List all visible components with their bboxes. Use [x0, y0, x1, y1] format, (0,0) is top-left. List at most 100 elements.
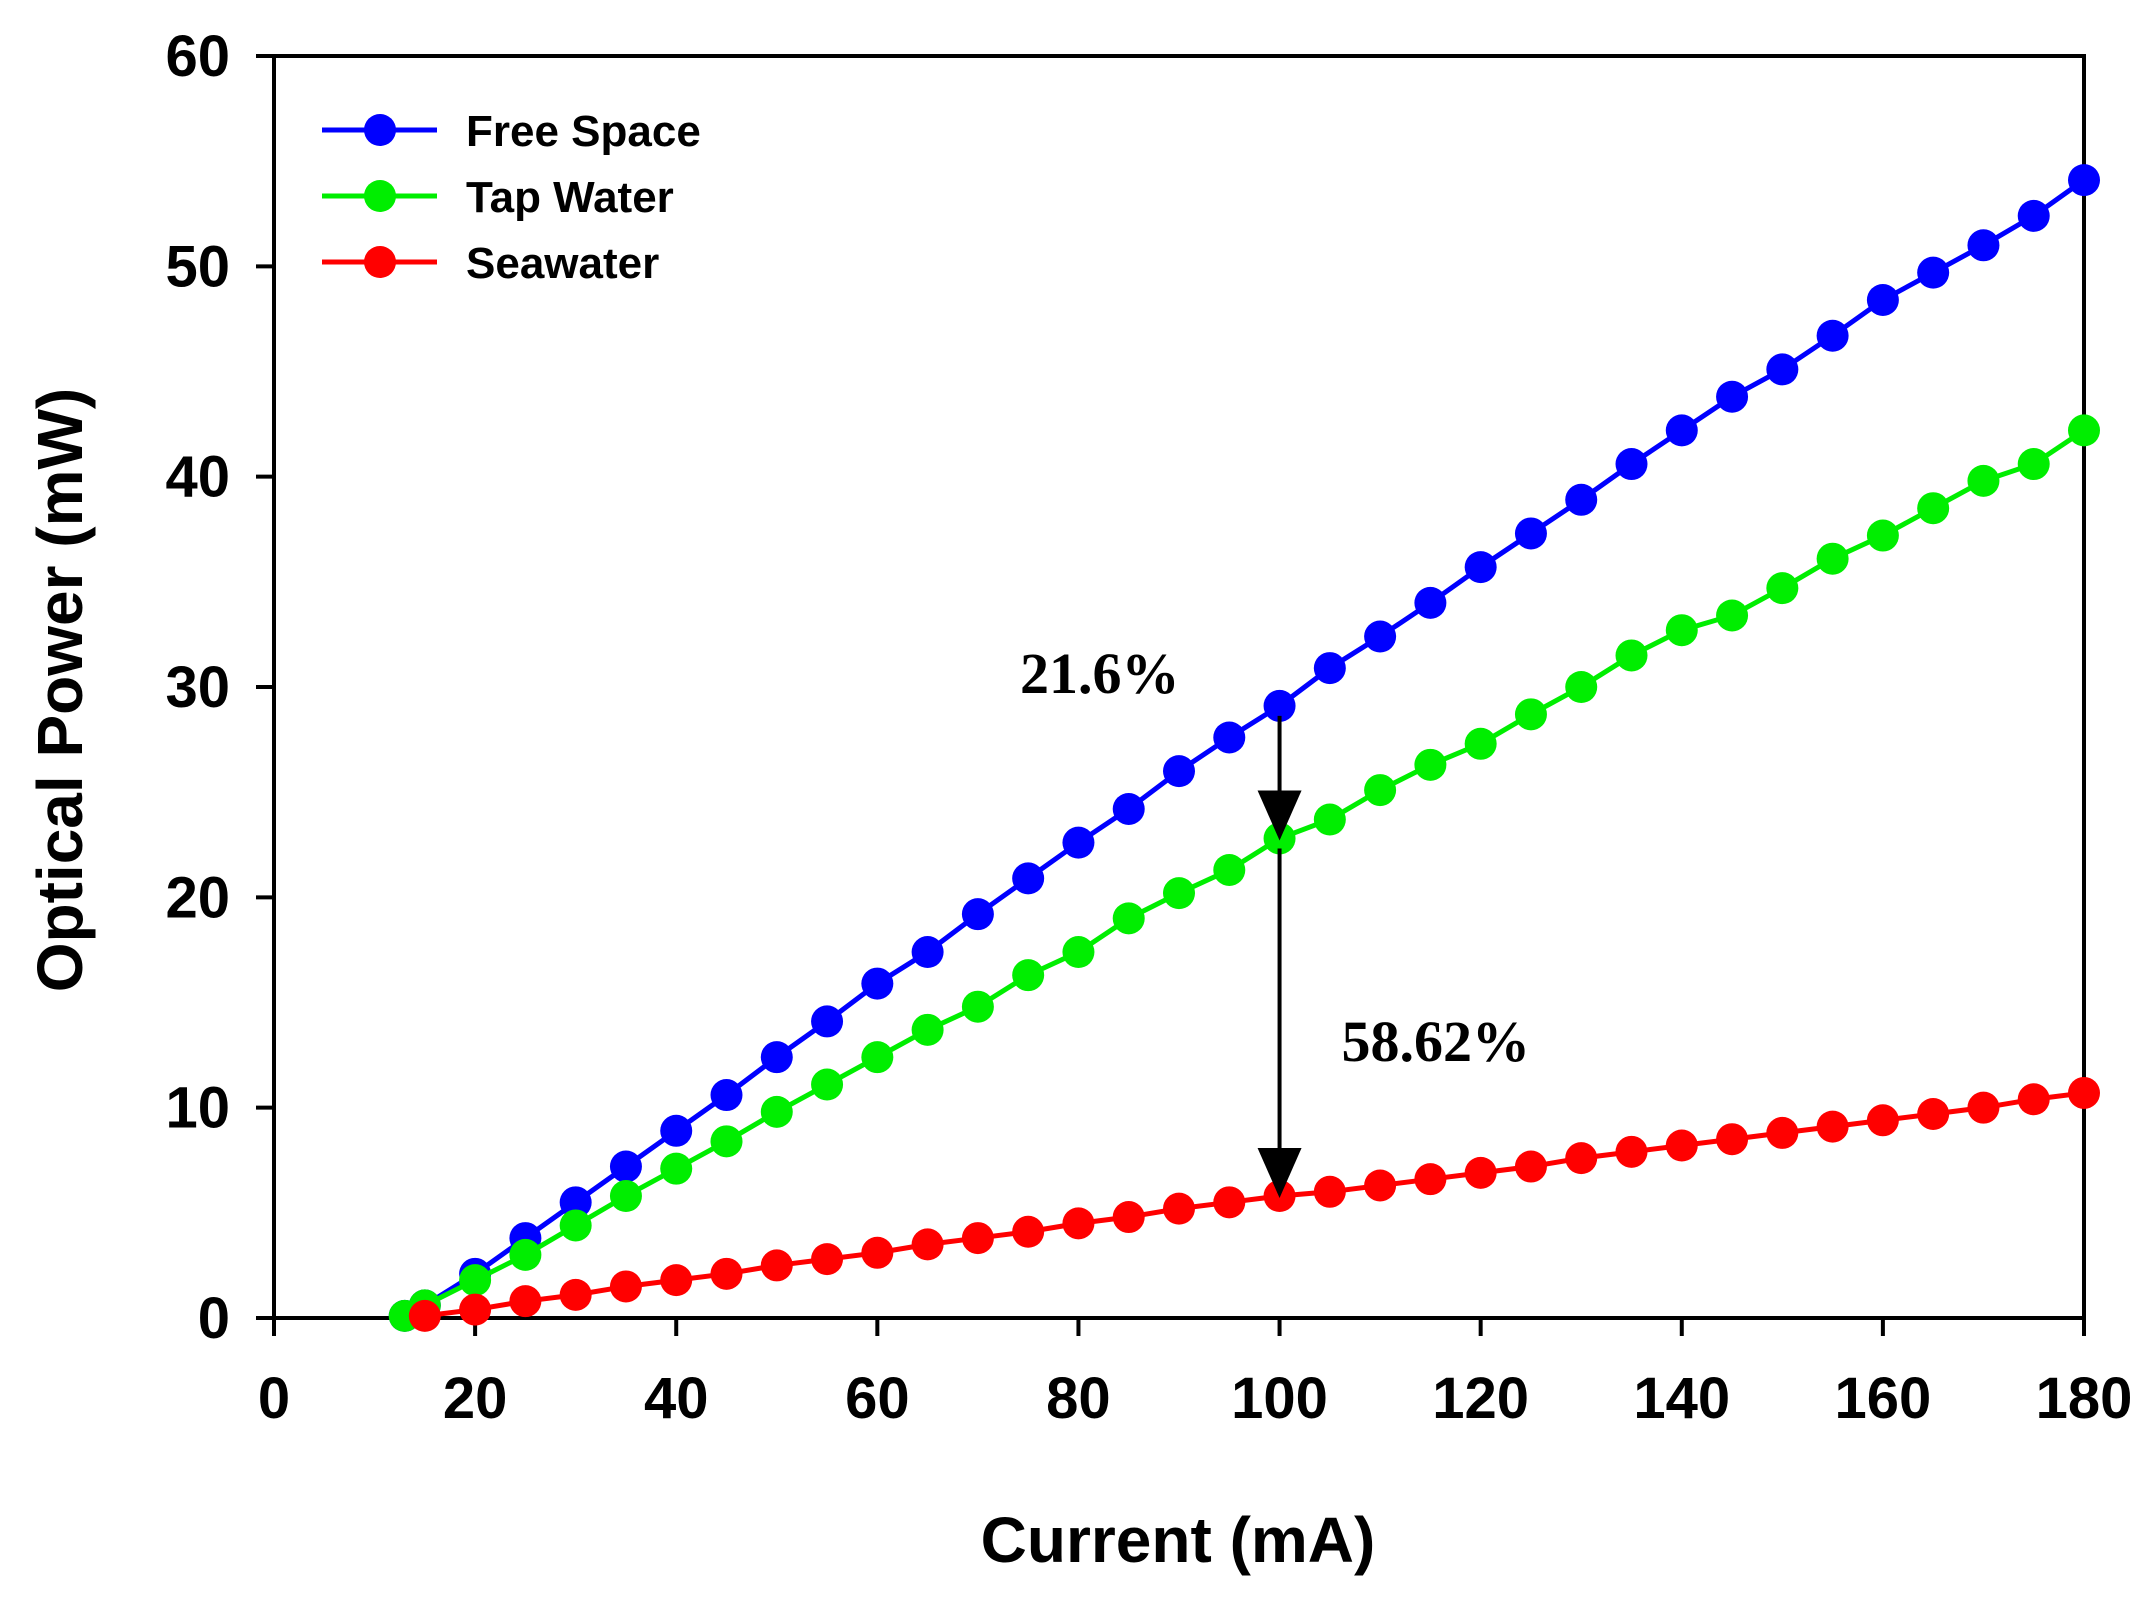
- data-point-free-space: [1364, 620, 1397, 653]
- x-tick-label-60: 60: [845, 1366, 910, 1431]
- data-point-free-space: [559, 1186, 592, 1219]
- annotations: 21.6% 58.62%: [1020, 641, 1531, 1199]
- data-point-free-space: [609, 1150, 642, 1183]
- data-point-free-space: [1565, 483, 1598, 516]
- data-point-seawater: [1565, 1142, 1598, 1175]
- data-point-seawater: [811, 1243, 844, 1276]
- y-tick-label-30: 30: [165, 655, 230, 720]
- data-point-tap-water: [911, 1013, 944, 1046]
- y-axis-title: Optical Power (mW): [24, 388, 96, 993]
- data-point-seawater: [1364, 1169, 1397, 1202]
- data-point-tap-water: [2017, 448, 2050, 481]
- legend-label-seawater: Seawater: [466, 239, 659, 288]
- y-tick-label-20: 20: [165, 865, 230, 930]
- data-point-seawater: [1414, 1163, 1447, 1196]
- data-point-free-space: [1514, 517, 1547, 550]
- data-point-free-space: [1213, 721, 1246, 754]
- data-point-free-space: [710, 1079, 743, 1112]
- data-point-tap-water: [1917, 492, 1950, 525]
- data-point-tap-water: [1565, 671, 1598, 703]
- data-point-tap-water: [710, 1125, 743, 1158]
- series-line-seawater: [424, 1090, 2085, 1319]
- legend-marker-tap-water: [364, 180, 396, 212]
- data-point-free-space: [1012, 862, 1045, 895]
- data-point-tap-water: [760, 1095, 793, 1128]
- data-point-seawater: [408, 1299, 441, 1332]
- data-point-tap-water: [1866, 519, 1899, 552]
- x-tick-label-180: 180: [2036, 1366, 2133, 1431]
- data-point-seawater: [760, 1249, 793, 1282]
- data-point-tap-water: [1816, 542, 1849, 575]
- data-point-seawater: [1866, 1104, 1899, 1137]
- data-point-tap-water: [1213, 853, 1246, 886]
- data-point-tap-water: [1313, 803, 1346, 836]
- annotation-label-tap-to-sea: 58.62%: [1342, 1009, 1531, 1074]
- data-point-tap-water: [1464, 727, 1497, 760]
- legend-item-free-space: Free Space: [322, 107, 701, 156]
- legend: Free Space Tap Water Seawater: [322, 107, 701, 288]
- series-seawater: [408, 1076, 2100, 1332]
- data-point-seawater: [2068, 1076, 2100, 1109]
- x-tick-label-80: 80: [1046, 1366, 1111, 1431]
- x-tick-label-140: 140: [1633, 1366, 1730, 1431]
- legend-marker-free-space: [364, 114, 396, 146]
- data-series: [388, 164, 2100, 1332]
- data-point-free-space: [1464, 551, 1497, 584]
- data-point-free-space: [1615, 448, 1648, 481]
- data-point-seawater: [1514, 1150, 1547, 1183]
- data-point-tap-water: [1414, 748, 1447, 781]
- data-point-seawater: [961, 1222, 994, 1255]
- data-point-tap-water: [961, 990, 994, 1023]
- data-point-free-space: [760, 1041, 793, 1074]
- data-point-seawater: [1967, 1091, 2000, 1124]
- data-point-tap-water: [861, 1041, 894, 1074]
- data-point-tap-water: [811, 1068, 844, 1101]
- x-tick-label-40: 40: [644, 1366, 709, 1431]
- x-axis-title: Current (mA): [981, 1504, 1376, 1576]
- annotation-arrowhead-0: [1257, 790, 1302, 841]
- data-point-free-space: [660, 1114, 693, 1147]
- data-point-free-space: [1766, 353, 1799, 386]
- data-point-tap-water: [2068, 414, 2100, 447]
- annotation-label-free-to-tap: 21.6%: [1020, 641, 1180, 706]
- data-point-seawater: [911, 1228, 944, 1261]
- x-tick-label-160: 160: [1834, 1366, 1931, 1431]
- data-point-seawater: [1213, 1186, 1246, 1219]
- annotation-arrowhead-1: [1257, 1148, 1302, 1199]
- data-point-seawater: [1917, 1097, 1950, 1130]
- data-point-seawater: [609, 1270, 642, 1303]
- data-point-free-space: [1716, 380, 1749, 413]
- series-tap-water: [388, 414, 2100, 1332]
- data-point-free-space: [811, 1005, 844, 1038]
- data-point-seawater: [1062, 1207, 1095, 1240]
- x-tick-label-100: 100: [1231, 1366, 1328, 1431]
- legend-item-seawater: Seawater: [322, 239, 659, 288]
- y-tick-label-60: 60: [165, 24, 230, 89]
- x-tick-label-20: 20: [443, 1366, 508, 1431]
- data-point-seawater: [660, 1264, 693, 1297]
- data-point-tap-water: [1163, 877, 1195, 910]
- data-point-free-space: [1313, 652, 1346, 685]
- data-point-free-space: [1665, 414, 1698, 447]
- data-point-tap-water: [1112, 902, 1145, 935]
- data-point-free-space: [861, 967, 894, 1000]
- data-point-free-space: [1263, 689, 1296, 722]
- data-point-free-space: [1163, 755, 1195, 788]
- data-point-tap-water: [1364, 774, 1397, 807]
- data-point-seawater: [861, 1236, 894, 1269]
- data-point-seawater: [1313, 1175, 1346, 1208]
- y-tick-label-0: 0: [198, 1286, 230, 1351]
- data-point-tap-water: [559, 1209, 592, 1242]
- data-point-free-space: [1112, 792, 1145, 825]
- data-point-tap-water: [1012, 959, 1045, 992]
- data-point-free-space: [1967, 229, 2000, 262]
- data-point-free-space: [961, 898, 994, 931]
- legend-item-tap-water: Tap Water: [322, 173, 674, 222]
- data-point-seawater: [1816, 1110, 1849, 1143]
- data-point-seawater: [710, 1257, 743, 1290]
- data-point-seawater: [1464, 1156, 1497, 1189]
- data-point-tap-water: [459, 1264, 492, 1297]
- data-point-free-space: [2068, 164, 2100, 197]
- data-point-seawater: [1112, 1201, 1145, 1234]
- data-point-seawater: [1665, 1129, 1698, 1162]
